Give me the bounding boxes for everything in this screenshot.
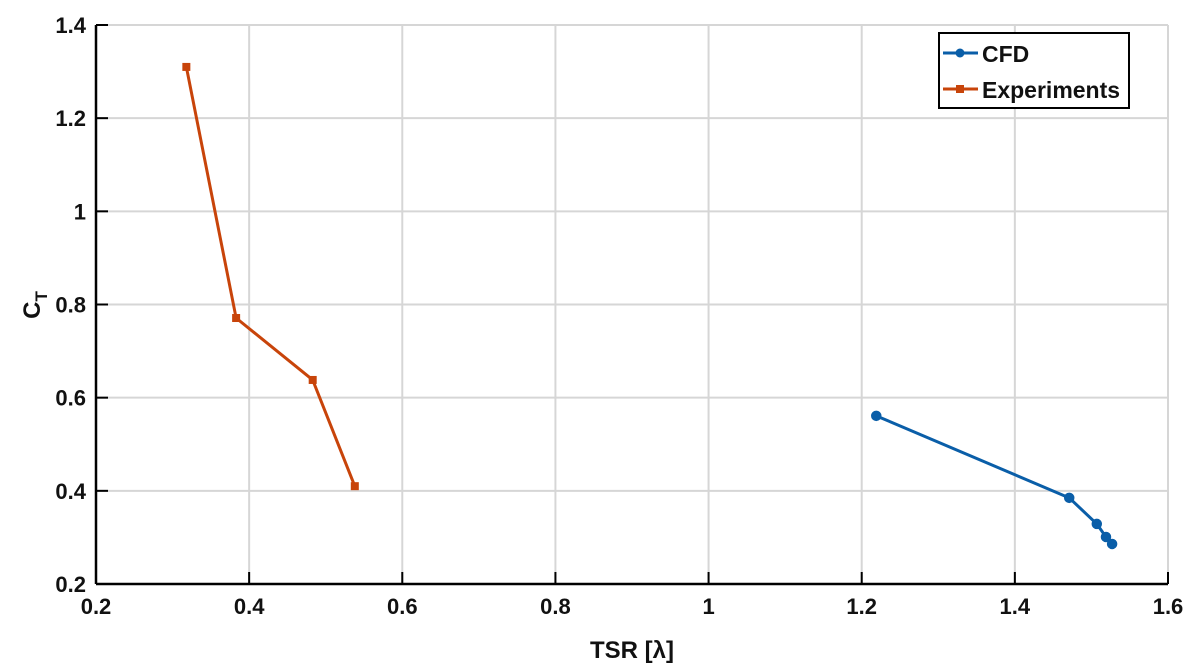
circle-marker-icon — [955, 48, 965, 58]
data-point — [350, 482, 359, 491]
y-tick-label: 1.2 — [55, 106, 86, 131]
svg-text:CFD: CFD — [982, 41, 1029, 67]
data-point — [1106, 538, 1118, 550]
y-tick-label: 1 — [74, 199, 86, 224]
data-point — [308, 375, 317, 384]
legend-item-experiments: Experiments — [943, 77, 1120, 103]
x-tick-label: 1.2 — [846, 594, 877, 619]
x-tick-label: 1.4 — [1000, 594, 1031, 619]
y-tick-label: 0.8 — [55, 293, 86, 318]
data-point — [871, 410, 882, 422]
legend: CFD Experiments — [938, 32, 1130, 109]
data-point — [1091, 518, 1103, 530]
y-tick-label: 1.4 — [55, 13, 86, 38]
svg-text:Experiments: Experiments — [982, 77, 1120, 103]
data-point — [182, 62, 191, 71]
data-point — [1100, 531, 1112, 543]
x-tick-label: 0.8 — [540, 594, 571, 619]
x-tick-labels: 0.2 0.4 0.6 0.8 1 1.2 1.4 1.6 — [81, 594, 1184, 619]
x-tick-label: 1.6 — [1153, 594, 1184, 619]
x-tick-label: 0.2 — [81, 594, 112, 619]
series-experiments — [182, 62, 359, 491]
grid-lines — [95, 24, 1169, 585]
x-tick-label: 1 — [702, 594, 714, 619]
data-point — [1063, 492, 1075, 504]
data-series — [182, 62, 1118, 550]
series-cfd — [871, 410, 1118, 550]
y-tick-label: 0.4 — [55, 479, 86, 504]
y-tick-label: 0.6 — [55, 386, 86, 411]
y-tick-labels: 0.2 0.4 0.6 0.8 1 1.2 1.4 — [55, 13, 86, 597]
legend-item-cfd: CFD — [943, 41, 1029, 67]
axes — [94, 24, 1169, 586]
y-tick-label: 0.2 — [55, 572, 86, 597]
x-axis-label: TSR [λ] — [590, 637, 674, 664]
data-point — [232, 314, 241, 323]
y-axis-label: CT — [19, 291, 51, 319]
x-tick-label: 0.4 — [234, 594, 265, 619]
square-marker-icon — [956, 85, 964, 93]
x-tick-label: 0.6 — [387, 594, 418, 619]
svg-text:CT: CT — [19, 291, 51, 319]
